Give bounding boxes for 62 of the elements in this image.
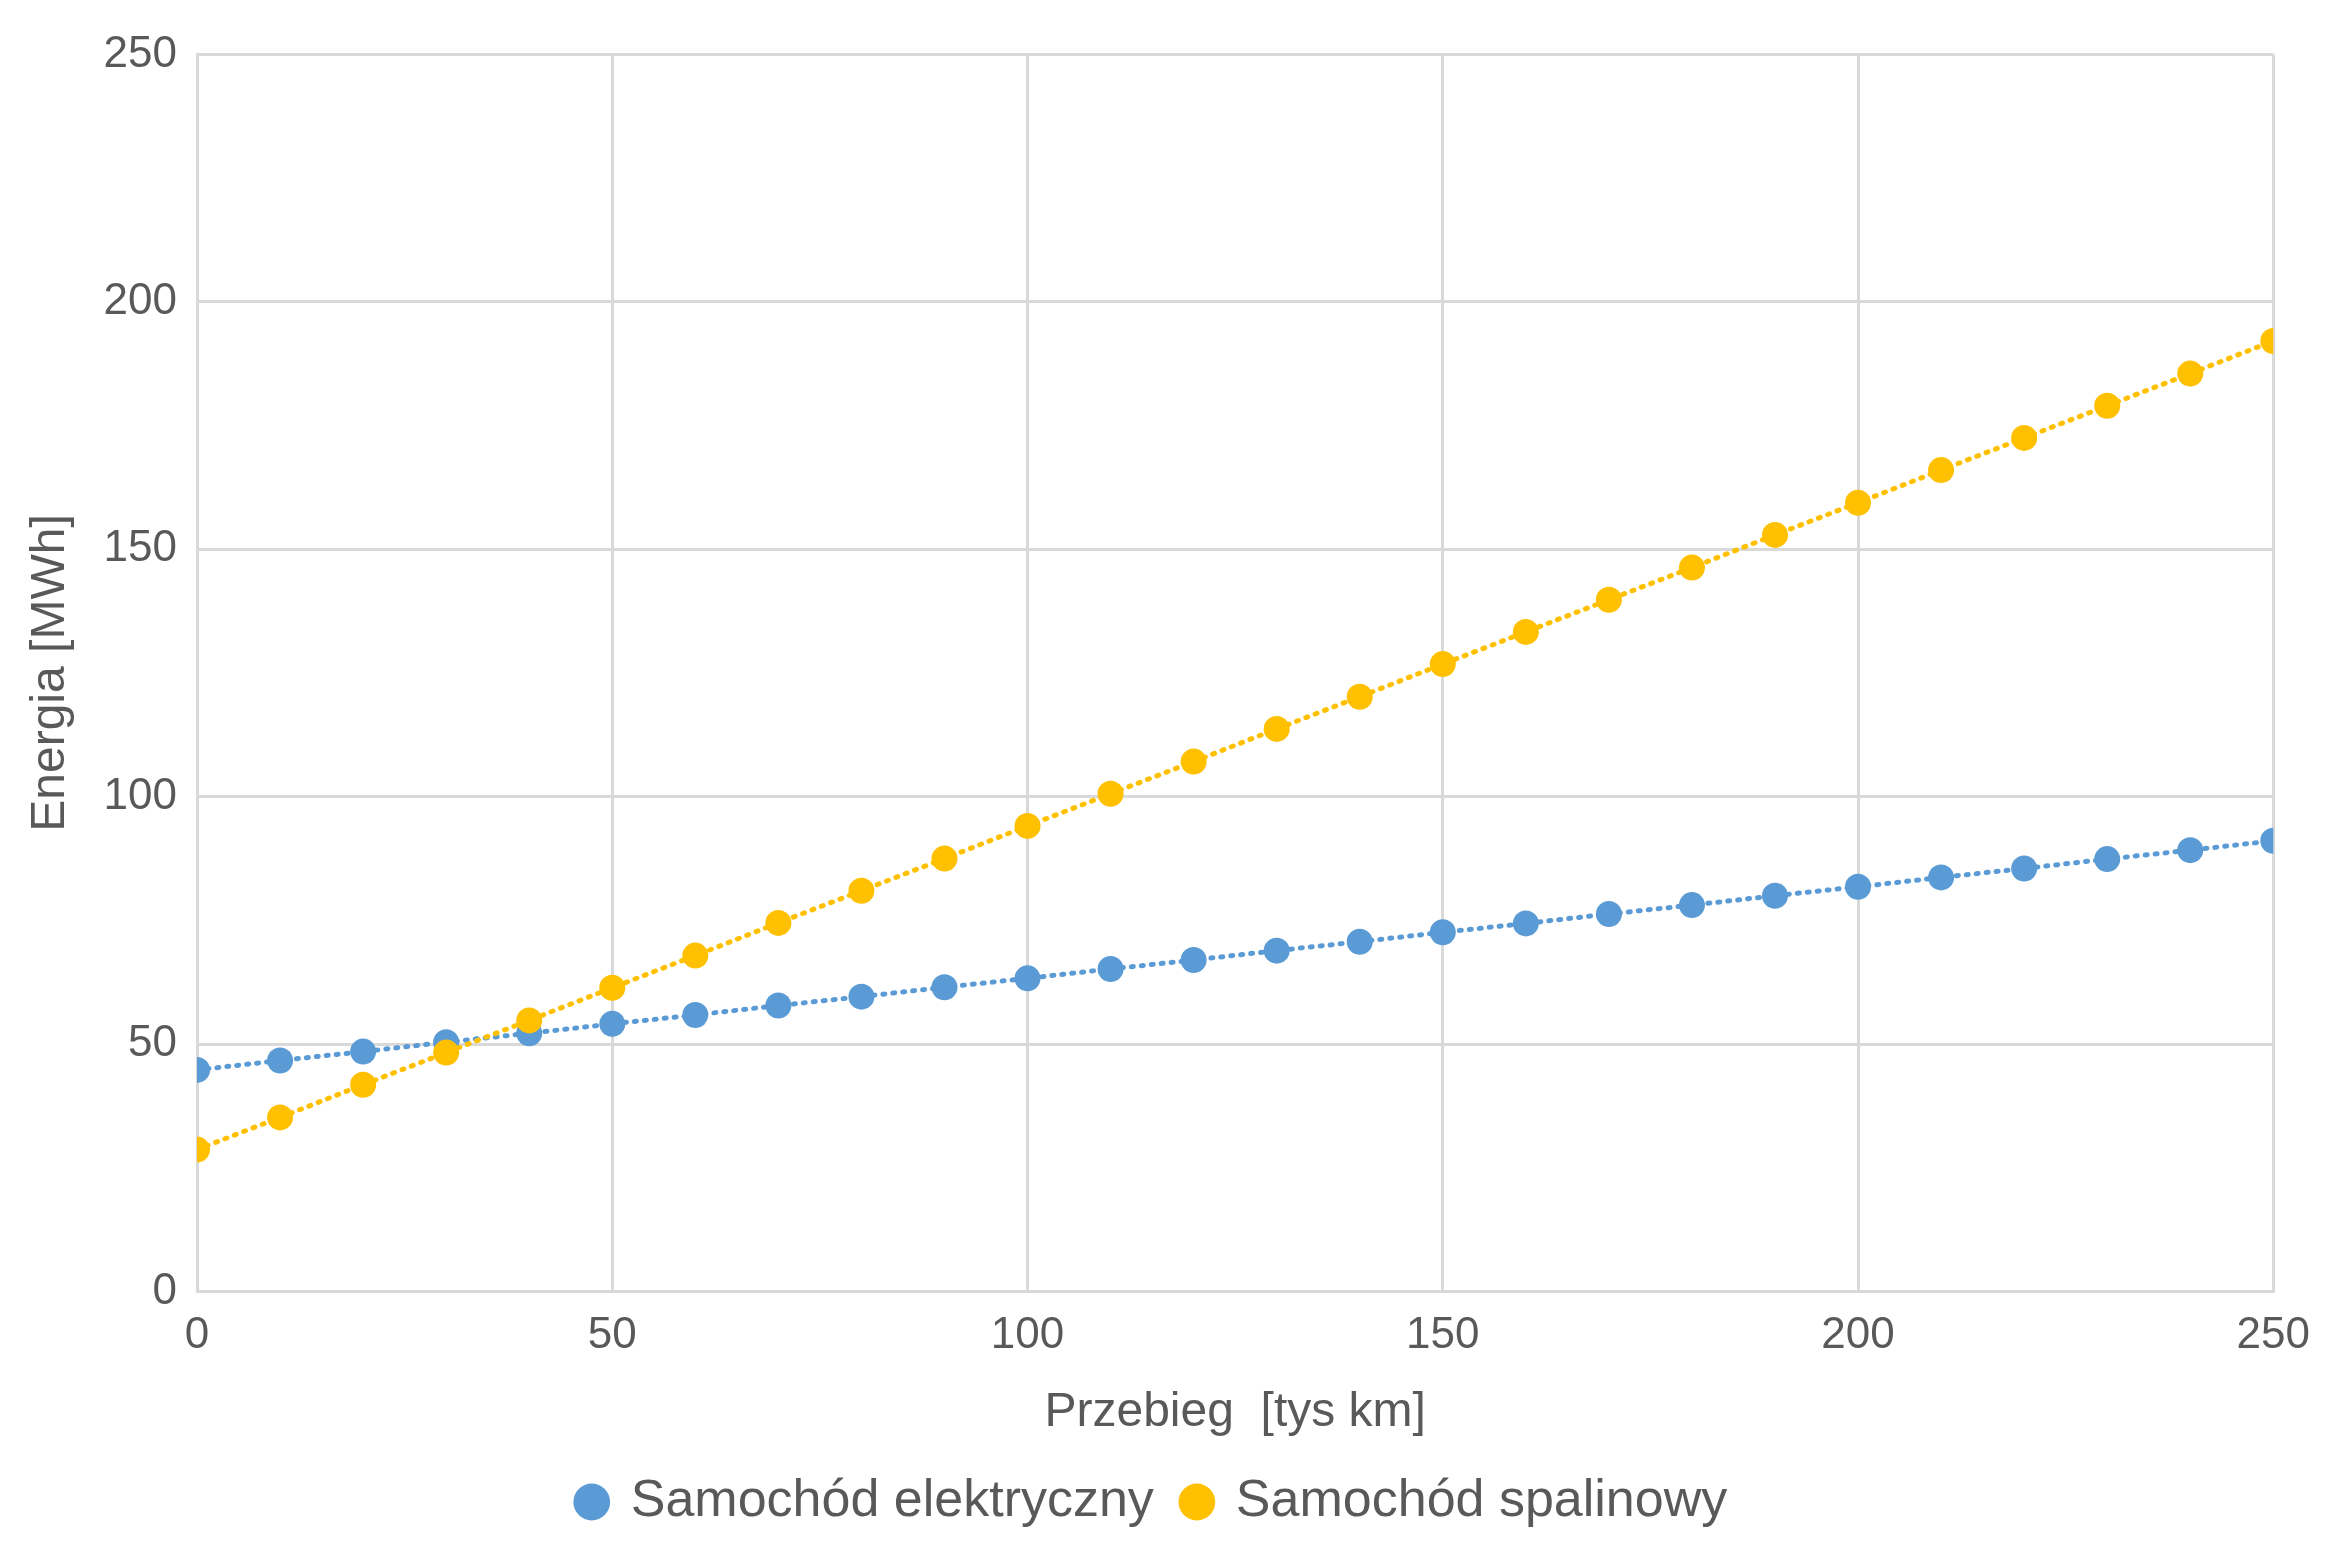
point: [599, 1010, 626, 1037]
x-tick-label: 50: [587, 1308, 637, 1358]
point: [848, 983, 875, 1010]
point: [1761, 882, 1788, 909]
x-tick-label: 0: [184, 1308, 210, 1358]
point: [765, 992, 792, 1019]
point: [1180, 748, 1207, 775]
point: [765, 909, 792, 936]
y-tick-label: 200: [103, 273, 178, 323]
point: [1928, 457, 1955, 484]
point: [1429, 919, 1456, 946]
point: [1429, 651, 1456, 678]
point: [1512, 618, 1539, 645]
x-tick-label: 250: [2236, 1308, 2310, 1358]
point: [267, 1104, 294, 1131]
point: [2011, 855, 2038, 882]
point: [682, 1001, 709, 1028]
point: [1761, 521, 1788, 548]
point: [433, 1039, 460, 1066]
point: [1845, 873, 1872, 900]
point: [267, 1047, 294, 1074]
point: [599, 974, 626, 1001]
point: [1845, 489, 1872, 516]
point: [2094, 392, 2121, 419]
y-tick-label: 100: [103, 768, 178, 818]
y-tick-label: 0: [152, 1263, 178, 1313]
point: [1595, 901, 1622, 928]
point: [2177, 837, 2204, 864]
point: [1595, 586, 1622, 613]
point: [1014, 965, 1041, 992]
point: [350, 1038, 377, 1065]
point: [1512, 910, 1539, 937]
point: [2094, 846, 2121, 873]
y-axis-title: Energia [MWh]: [21, 514, 75, 832]
point: [516, 1007, 543, 1034]
point: [682, 942, 709, 969]
point: [2177, 360, 2204, 387]
y-tick-label: 50: [128, 1016, 178, 1066]
point: [1097, 955, 1124, 982]
point: [1346, 928, 1373, 955]
point: [931, 974, 958, 1001]
y-tick-label: 150: [103, 521, 178, 571]
point: [1263, 715, 1290, 742]
point: [1678, 554, 1705, 581]
point: [1014, 812, 1041, 839]
x-tick-label: 150: [1406, 1308, 1480, 1358]
point: [1928, 864, 1955, 891]
legend-label: Samochód elektryczny: [630, 1469, 1154, 1528]
point: [1346, 683, 1373, 710]
x-tick-label: 200: [1821, 1308, 1895, 1358]
point: [1097, 780, 1124, 807]
point: [848, 877, 875, 904]
point: [2011, 424, 2038, 451]
point: [350, 1071, 377, 1098]
point: [1263, 937, 1290, 964]
point: [1678, 892, 1705, 919]
x-tick-label: 100: [990, 1308, 1065, 1358]
point: [931, 845, 958, 872]
y-tick-label: 250: [103, 26, 178, 76]
legend-label: Samochód spalinowy: [1235, 1469, 1728, 1528]
point: [1180, 947, 1207, 974]
x-axis-title: Przebieg [tys km]: [1044, 1383, 1426, 1437]
